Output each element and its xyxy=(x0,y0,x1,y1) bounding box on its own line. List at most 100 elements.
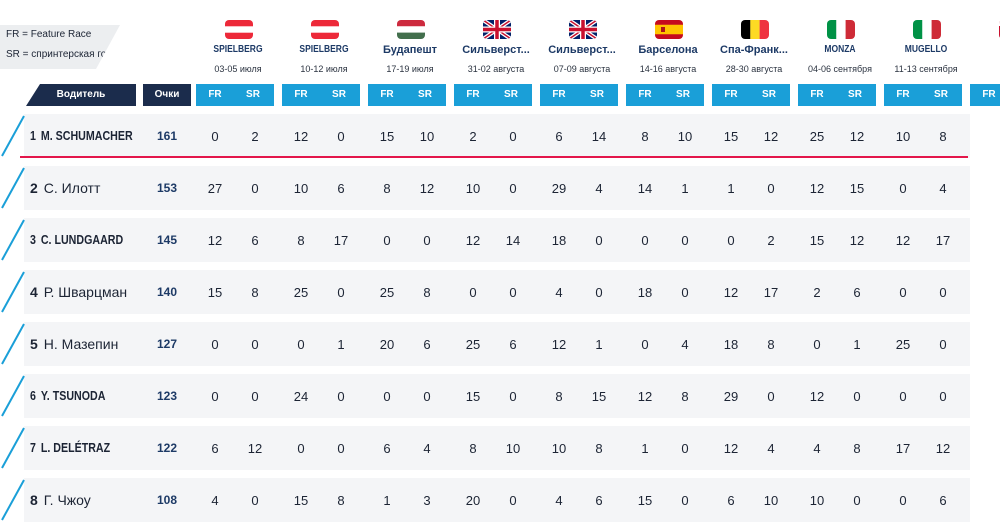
fr-score: 0 xyxy=(899,389,907,404)
fr-score: 1 xyxy=(383,493,391,508)
driver-name-text: С. Илотт xyxy=(43,180,101,196)
sr-score: 3 xyxy=(423,493,431,508)
fr-score: 6 xyxy=(211,441,219,456)
driver-row[interactable]: 5 Н. Мазепин 127 0 0 0 1 20 6 25 6 12 1 0 4 18 8 0 1 25 0 xyxy=(0,318,1000,370)
row-accent-slash xyxy=(0,114,26,158)
fr-score: 20 xyxy=(379,337,395,352)
driver-name[interactable]: 2 С. Илотт xyxy=(30,180,100,196)
fr-sr-header: FR SR xyxy=(540,84,618,106)
sr-score: 4 xyxy=(767,441,775,456)
fr-score: 12 xyxy=(207,233,223,248)
sr-score: 4 xyxy=(681,337,689,352)
driver-name[interactable]: 3 C. LUNDGAARD xyxy=(30,232,123,247)
austria-flag-icon xyxy=(311,20,339,39)
fr-score: 20 xyxy=(465,493,481,508)
driver-name[interactable]: 4 Р. Шварцман xyxy=(30,284,127,300)
driver-name-text: M. SCHUMACHER xyxy=(40,128,133,143)
driver-name[interactable]: 8 Г. Чжоу xyxy=(30,492,91,508)
driver-row[interactable]: 6 Y. TSUNODA 123 0 0 24 0 0 0 15 0 8 15 12 8 29 0 12 0 0 0 xyxy=(0,370,1000,422)
race-name[interactable]: Сильверст... xyxy=(462,44,530,56)
row-background xyxy=(24,270,970,314)
fr-score: 12 xyxy=(809,389,825,404)
sr-score: 0 xyxy=(939,337,947,352)
sr-label: SR xyxy=(676,89,690,100)
driver-name-text: Y. TSUNODA xyxy=(40,388,106,403)
fr-label: FR xyxy=(380,89,394,100)
fr-score: 15 xyxy=(207,285,223,300)
fr-score: 0 xyxy=(899,181,907,196)
fr-score: 15 xyxy=(637,493,653,508)
driver-name-text: L. DELÉTRAZ xyxy=(40,440,111,455)
row-background xyxy=(24,374,970,418)
uk-flag-icon xyxy=(569,20,597,39)
sr-score: 8 xyxy=(251,285,259,300)
sr-score: 12 xyxy=(419,181,435,196)
fr-score: 10 xyxy=(895,129,911,144)
row-accent-slash xyxy=(0,218,26,262)
row-accent-slash xyxy=(0,478,26,522)
fr-score: 0 xyxy=(641,337,649,352)
sr-score: 8 xyxy=(853,441,861,456)
driver-name-text: C. LUNDGAARD xyxy=(40,232,124,247)
race-name[interactable]: MUGELLO xyxy=(904,44,948,55)
belgium-flag-icon xyxy=(741,20,769,39)
sr-score: 6 xyxy=(595,493,603,508)
fr-sr-header: FR SR xyxy=(626,84,704,106)
driver-name[interactable]: 5 Н. Мазепин xyxy=(30,336,118,352)
race-name[interactable]: Сильверст... xyxy=(548,44,616,56)
points-column-header[interactable]: Очки xyxy=(143,84,191,106)
sr-score: 6 xyxy=(337,181,345,196)
fr-score: 12 xyxy=(723,285,739,300)
legend-fr: FR = Feature Race xyxy=(6,29,92,40)
sr-score: 2 xyxy=(251,129,259,144)
sr-score: 1 xyxy=(595,337,603,352)
sr-score: 0 xyxy=(423,389,431,404)
driver-position: 4 xyxy=(30,284,38,300)
race-name[interactable]: MONZA xyxy=(824,44,856,55)
race-name[interactable]: SPIELBERG xyxy=(213,44,263,55)
fr-sr-header: FR SR xyxy=(368,84,446,106)
driver-row[interactable]: 8 Г. Чжоу 108 4 0 15 8 1 3 20 0 4 6 15 0 6 10 10 0 0 6 xyxy=(0,474,1000,526)
fr-score: 0 xyxy=(383,389,391,404)
row-background xyxy=(24,218,970,262)
sr-score: 10 xyxy=(505,441,521,456)
fr-label: FR xyxy=(208,89,222,100)
sr-score: 0 xyxy=(509,129,517,144)
driver-row[interactable]: 1 M. SCHUMACHER 161 0 2 12 0 15 10 2 0 6 14 8 10 15 12 25… xyxy=(0,110,1000,162)
highlight-underline xyxy=(20,156,968,158)
sr-score: 0 xyxy=(251,389,259,404)
fr-score: 6 xyxy=(383,441,391,456)
fr-score: 24 xyxy=(293,389,309,404)
driver-row[interactable]: 7 L. DELÉTRAZ 122 6 12 0 0 6 4 8 10 10 8 1 0 12 4 4 8 17 12 xyxy=(0,422,1000,474)
fr-score: 6 xyxy=(555,129,563,144)
driver-row[interactable]: 3 C. LUNDGAARD 145 12 6 8 17 0 0 12 14 18 0 0 0 0 2 15 12 1… xyxy=(0,214,1000,266)
driver-name[interactable]: 1 M. SCHUMACHER xyxy=(30,128,133,143)
fr-score: 25 xyxy=(465,337,481,352)
race-name[interactable]: Спа-Франк... xyxy=(720,44,788,56)
sr-score: 1 xyxy=(337,337,345,352)
race-dates: 28-30 августа xyxy=(725,64,783,74)
driver-column-header[interactable]: Водитель xyxy=(26,84,136,106)
fr-score: 1 xyxy=(641,441,649,456)
fr-sr-header: FR SR xyxy=(798,84,876,106)
italy-flag-icon xyxy=(827,20,855,39)
fr-score: 15 xyxy=(465,389,481,404)
driver-name[interactable]: 7 L. DELÉTRAZ xyxy=(30,440,110,455)
fr-score: 29 xyxy=(723,389,739,404)
driver-row[interactable]: 2 С. Илотт 153 27 0 10 6 8 12 10 0 29 4 14 1 1 0 12 15 0 4 xyxy=(0,162,1000,214)
sr-score: 0 xyxy=(423,233,431,248)
fr-score: 18 xyxy=(723,337,739,352)
fr-score: 18 xyxy=(551,233,567,248)
sr-score: 0 xyxy=(853,493,861,508)
sr-score: 15 xyxy=(849,181,865,196)
fr-score: 8 xyxy=(383,181,391,196)
race-name[interactable]: Барселона xyxy=(638,44,698,56)
driver-name[interactable]: 6 Y. TSUNODA xyxy=(30,388,105,403)
race-name[interactable]: Будапешт xyxy=(382,44,438,56)
race-name[interactable]: SPIELBERG xyxy=(299,44,349,55)
driver-position: 1 xyxy=(30,128,36,143)
sr-label: SR xyxy=(246,89,260,100)
row-background xyxy=(24,114,970,158)
sr-label: SR xyxy=(762,89,776,100)
driver-row[interactable]: 4 Р. Шварцман 140 15 8 25 0 25 8 0 0 4 0 18 0 12 17 2 6 0 0 xyxy=(0,266,1000,318)
